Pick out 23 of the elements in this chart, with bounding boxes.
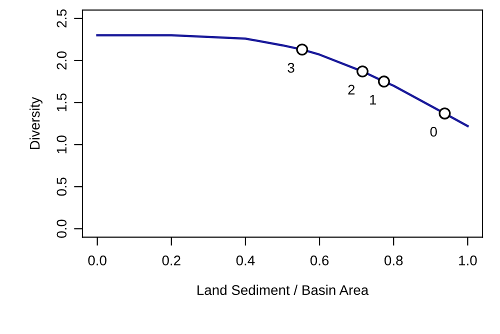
y-tick-label: 1.0: [56, 136, 67, 154]
x-tick-label: 0.8: [384, 256, 403, 266]
point: [378, 76, 390, 88]
x-axis-title: Land Sediment / Basin Area: [198, 284, 369, 296]
y-tick-label: 0.5: [56, 178, 67, 196]
y-tick-label: 2.5: [56, 9, 67, 28]
annotation: 1: [370, 95, 376, 105]
y-tick-label: 2.0: [56, 51, 67, 70]
x-tick-label: 0.4: [236, 256, 255, 266]
annotation: 0: [430, 126, 437, 137]
line-series: [96, 34, 469, 128]
point: [438, 108, 451, 120]
point: [296, 44, 308, 56]
x-tick-label: 0.0: [88, 256, 106, 266]
x-tick-label: 0.2: [162, 256, 180, 266]
x-tick-label: 0.6: [310, 256, 329, 266]
y-tick-label: 0.0: [56, 220, 67, 238]
x-tick-label: 1.0: [459, 256, 477, 266]
y-tick-label: 1.5: [56, 93, 67, 112]
y-axis-title: Diversity: [30, 96, 42, 150]
annotation: 2: [348, 84, 355, 94]
annotation: 3: [288, 62, 294, 73]
point: [356, 65, 368, 78]
